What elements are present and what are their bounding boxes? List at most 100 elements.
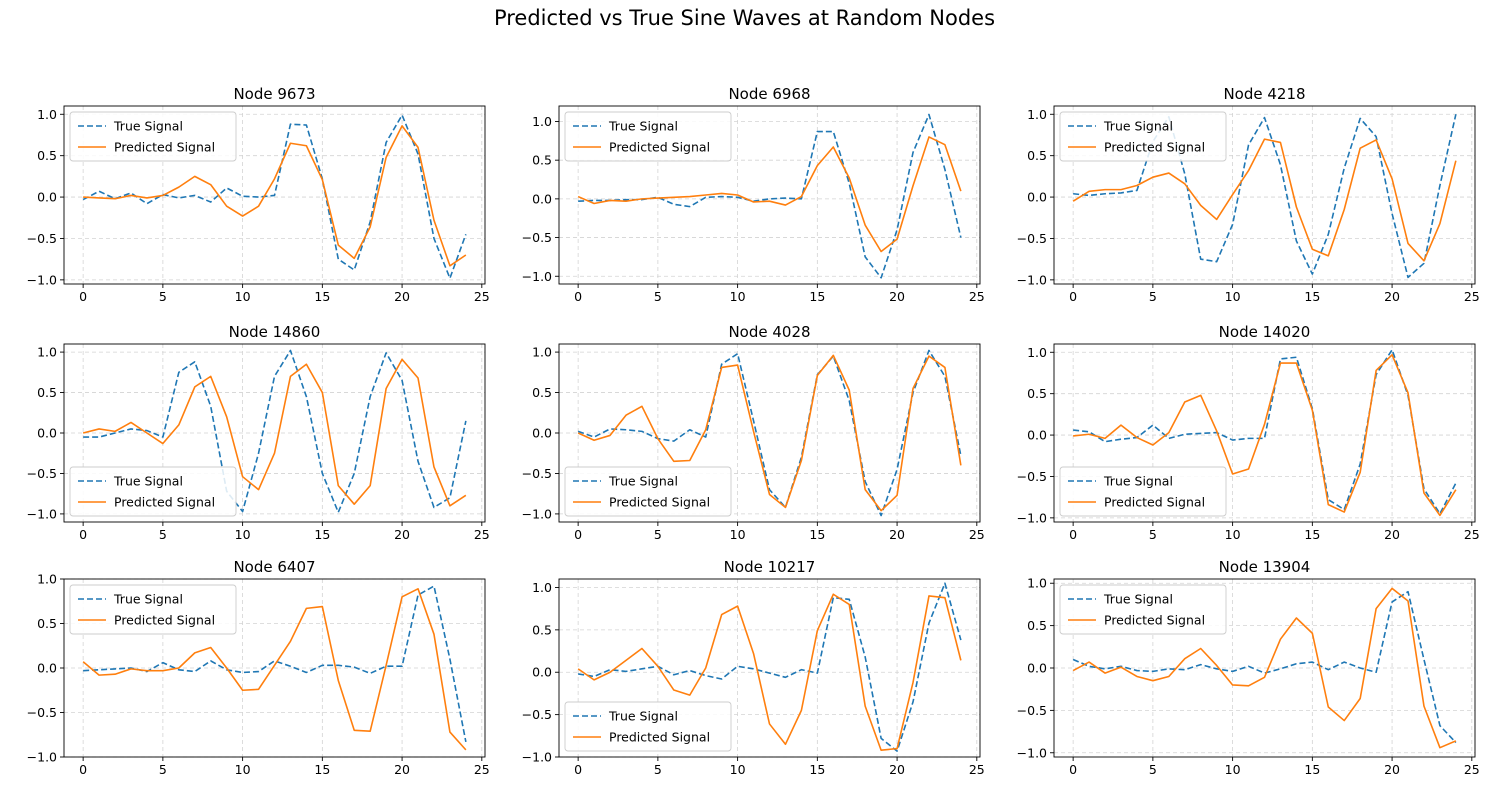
legend: True Signal Predicted Signal <box>69 111 237 162</box>
legend-predicted-label: Predicted Signal <box>1104 613 1205 628</box>
legend-box <box>1059 584 1227 635</box>
x-tick-label: 15 <box>314 289 330 304</box>
true-signal-line <box>1072 590 1457 744</box>
legend-predicted-label: Predicted Signal <box>114 613 215 628</box>
x-tick-label: 5 <box>654 527 662 542</box>
axes-frame <box>558 578 981 758</box>
legend-true-label: True Signal <box>113 474 183 489</box>
y-tick-label: 0.5 <box>532 153 552 168</box>
y-tick-label: −1.0 <box>522 506 552 521</box>
y-tick-label: 0.5 <box>37 148 57 163</box>
x-tick-label: 25 <box>474 527 490 542</box>
x-tick-label: 20 <box>394 289 410 304</box>
predicted-signal-line <box>577 354 962 512</box>
predicted-signal-line <box>83 125 467 267</box>
true-signal-line <box>82 114 467 280</box>
legend-true-label: True Signal <box>608 474 678 489</box>
figure-title: Predicted vs True Sine Waves at Random N… <box>493 6 996 30</box>
x-tick-label: 5 <box>1149 762 1157 777</box>
x-tick-label: 15 <box>1304 289 1320 304</box>
x-tick-label: 15 <box>809 289 825 304</box>
y-tick-label: −1.0 <box>522 269 552 284</box>
predicted-signal-line <box>1072 138 1457 262</box>
y-tick-label: 0.5 <box>1027 148 1047 163</box>
true-signal-line <box>83 585 467 743</box>
x-tick-label: 10 <box>730 289 746 304</box>
axes-frame <box>1053 343 1476 523</box>
subplot-7: 0 5 10 15 20 25 −1.0 −0.5 0.0 0.5 1.0 Node 6407 True… <box>27 558 490 777</box>
legend-box <box>1059 466 1227 517</box>
true-signal-line <box>1073 114 1457 279</box>
y-tick-label: 1.0 <box>532 580 552 595</box>
legend: True Signal Predicted Signal <box>1059 466 1227 517</box>
legend-true-label: True Signal <box>1103 474 1173 489</box>
legend-box <box>564 466 732 517</box>
subplot-4: 0 5 10 15 20 25 −1.0 −0.5 0.0 0.5 1.0 Node 14860 Tru… <box>27 323 490 542</box>
y-tick-label: 0.0 <box>1027 661 1047 676</box>
predicted-signal-line <box>1072 587 1457 749</box>
legend-box <box>1059 111 1227 162</box>
x-tick-label: 0 <box>1069 289 1077 304</box>
x-tick-label: 25 <box>1464 289 1480 304</box>
x-tick-label: 20 <box>394 762 410 777</box>
x-tick-label: 15 <box>1304 762 1320 777</box>
x-tick-label: 20 <box>1384 527 1400 542</box>
subplot-9: 0 5 10 15 20 25 −1.0 −0.5 0.0 0.5 1.0 Node 13904 Tru… <box>1017 558 1480 777</box>
legend-predicted-label: Predicted Signal <box>609 140 710 155</box>
x-tick-label: 20 <box>1384 762 1400 777</box>
x-tick-label: 0 <box>574 762 582 777</box>
legend-box <box>69 466 237 517</box>
y-tick-label: −0.5 <box>522 466 552 481</box>
y-tick-label: −1.0 <box>522 750 552 765</box>
legend-box <box>69 584 237 635</box>
y-tick-label: 1.0 <box>37 572 57 587</box>
subplot-title: Node 13904 <box>1219 558 1311 576</box>
y-tick-label: −0.5 <box>27 705 57 720</box>
subplot-title: Node 14860 <box>229 323 321 341</box>
legend-true-label: True Signal <box>1103 119 1173 134</box>
y-tick-label: −1.0 <box>27 272 57 287</box>
x-tick-label: 10 <box>1225 527 1241 542</box>
x-tick-label: 20 <box>1384 289 1400 304</box>
legend-true-label: True Signal <box>113 592 183 607</box>
legend-box <box>69 111 237 162</box>
legend-true-label: True Signal <box>608 119 678 134</box>
x-tick-label: 25 <box>969 289 985 304</box>
y-tick-label: 0.0 <box>1027 190 1047 205</box>
y-tick-label: 1.0 <box>37 345 57 360</box>
y-tick-label: 1.0 <box>532 114 552 129</box>
y-tick-label: −0.5 <box>522 230 552 245</box>
x-tick-label: 0 <box>1069 762 1077 777</box>
predicted-signal-line <box>577 136 962 253</box>
true-signal-line <box>83 349 467 514</box>
subplot-title: Node 4028 <box>728 323 810 341</box>
x-tick-label: 5 <box>654 762 662 777</box>
x-tick-label: 25 <box>474 762 490 777</box>
x-tick-label: 0 <box>574 527 582 542</box>
y-tick-label: 0.5 <box>532 385 552 400</box>
subplot-5: 0 5 10 15 20 25 −1.0 −0.5 0.0 0.5 1.0 Node 4028 True… <box>522 323 985 542</box>
y-tick-label: −1.0 <box>1017 272 1047 287</box>
y-tick-label: 0.5 <box>1027 386 1047 401</box>
legend: True Signal Predicted Signal <box>564 111 732 162</box>
legend: True Signal Predicted Signal <box>564 466 732 517</box>
legend: True Signal Predicted Signal <box>1059 584 1227 635</box>
true-signal-line <box>577 349 962 517</box>
legend-box <box>564 111 732 162</box>
x-tick-label: 20 <box>889 527 905 542</box>
y-tick-label: 1.0 <box>1027 345 1047 360</box>
x-tick-label: 5 <box>654 289 662 304</box>
x-tick-label: 0 <box>1069 527 1077 542</box>
subplot-title: Node 9673 <box>233 85 315 103</box>
y-tick-label: −0.5 <box>1017 231 1047 246</box>
legend-predicted-label: Predicted Signal <box>1104 140 1205 155</box>
y-tick-label: 1.0 <box>1027 107 1047 122</box>
legend-predicted-label: Predicted Signal <box>609 495 710 510</box>
y-tick-label: 0.0 <box>37 190 57 205</box>
y-tick-label: 0.5 <box>532 622 552 637</box>
legend-true-label: True Signal <box>113 119 183 134</box>
subplot-2: 0 5 10 15 20 25 −1.0 −0.5 0.0 0.5 1.0 Node 6968 True… <box>522 85 985 304</box>
subplot-title: Node 10217 <box>724 558 816 576</box>
x-tick-label: 20 <box>394 527 410 542</box>
x-tick-label: 10 <box>235 527 251 542</box>
